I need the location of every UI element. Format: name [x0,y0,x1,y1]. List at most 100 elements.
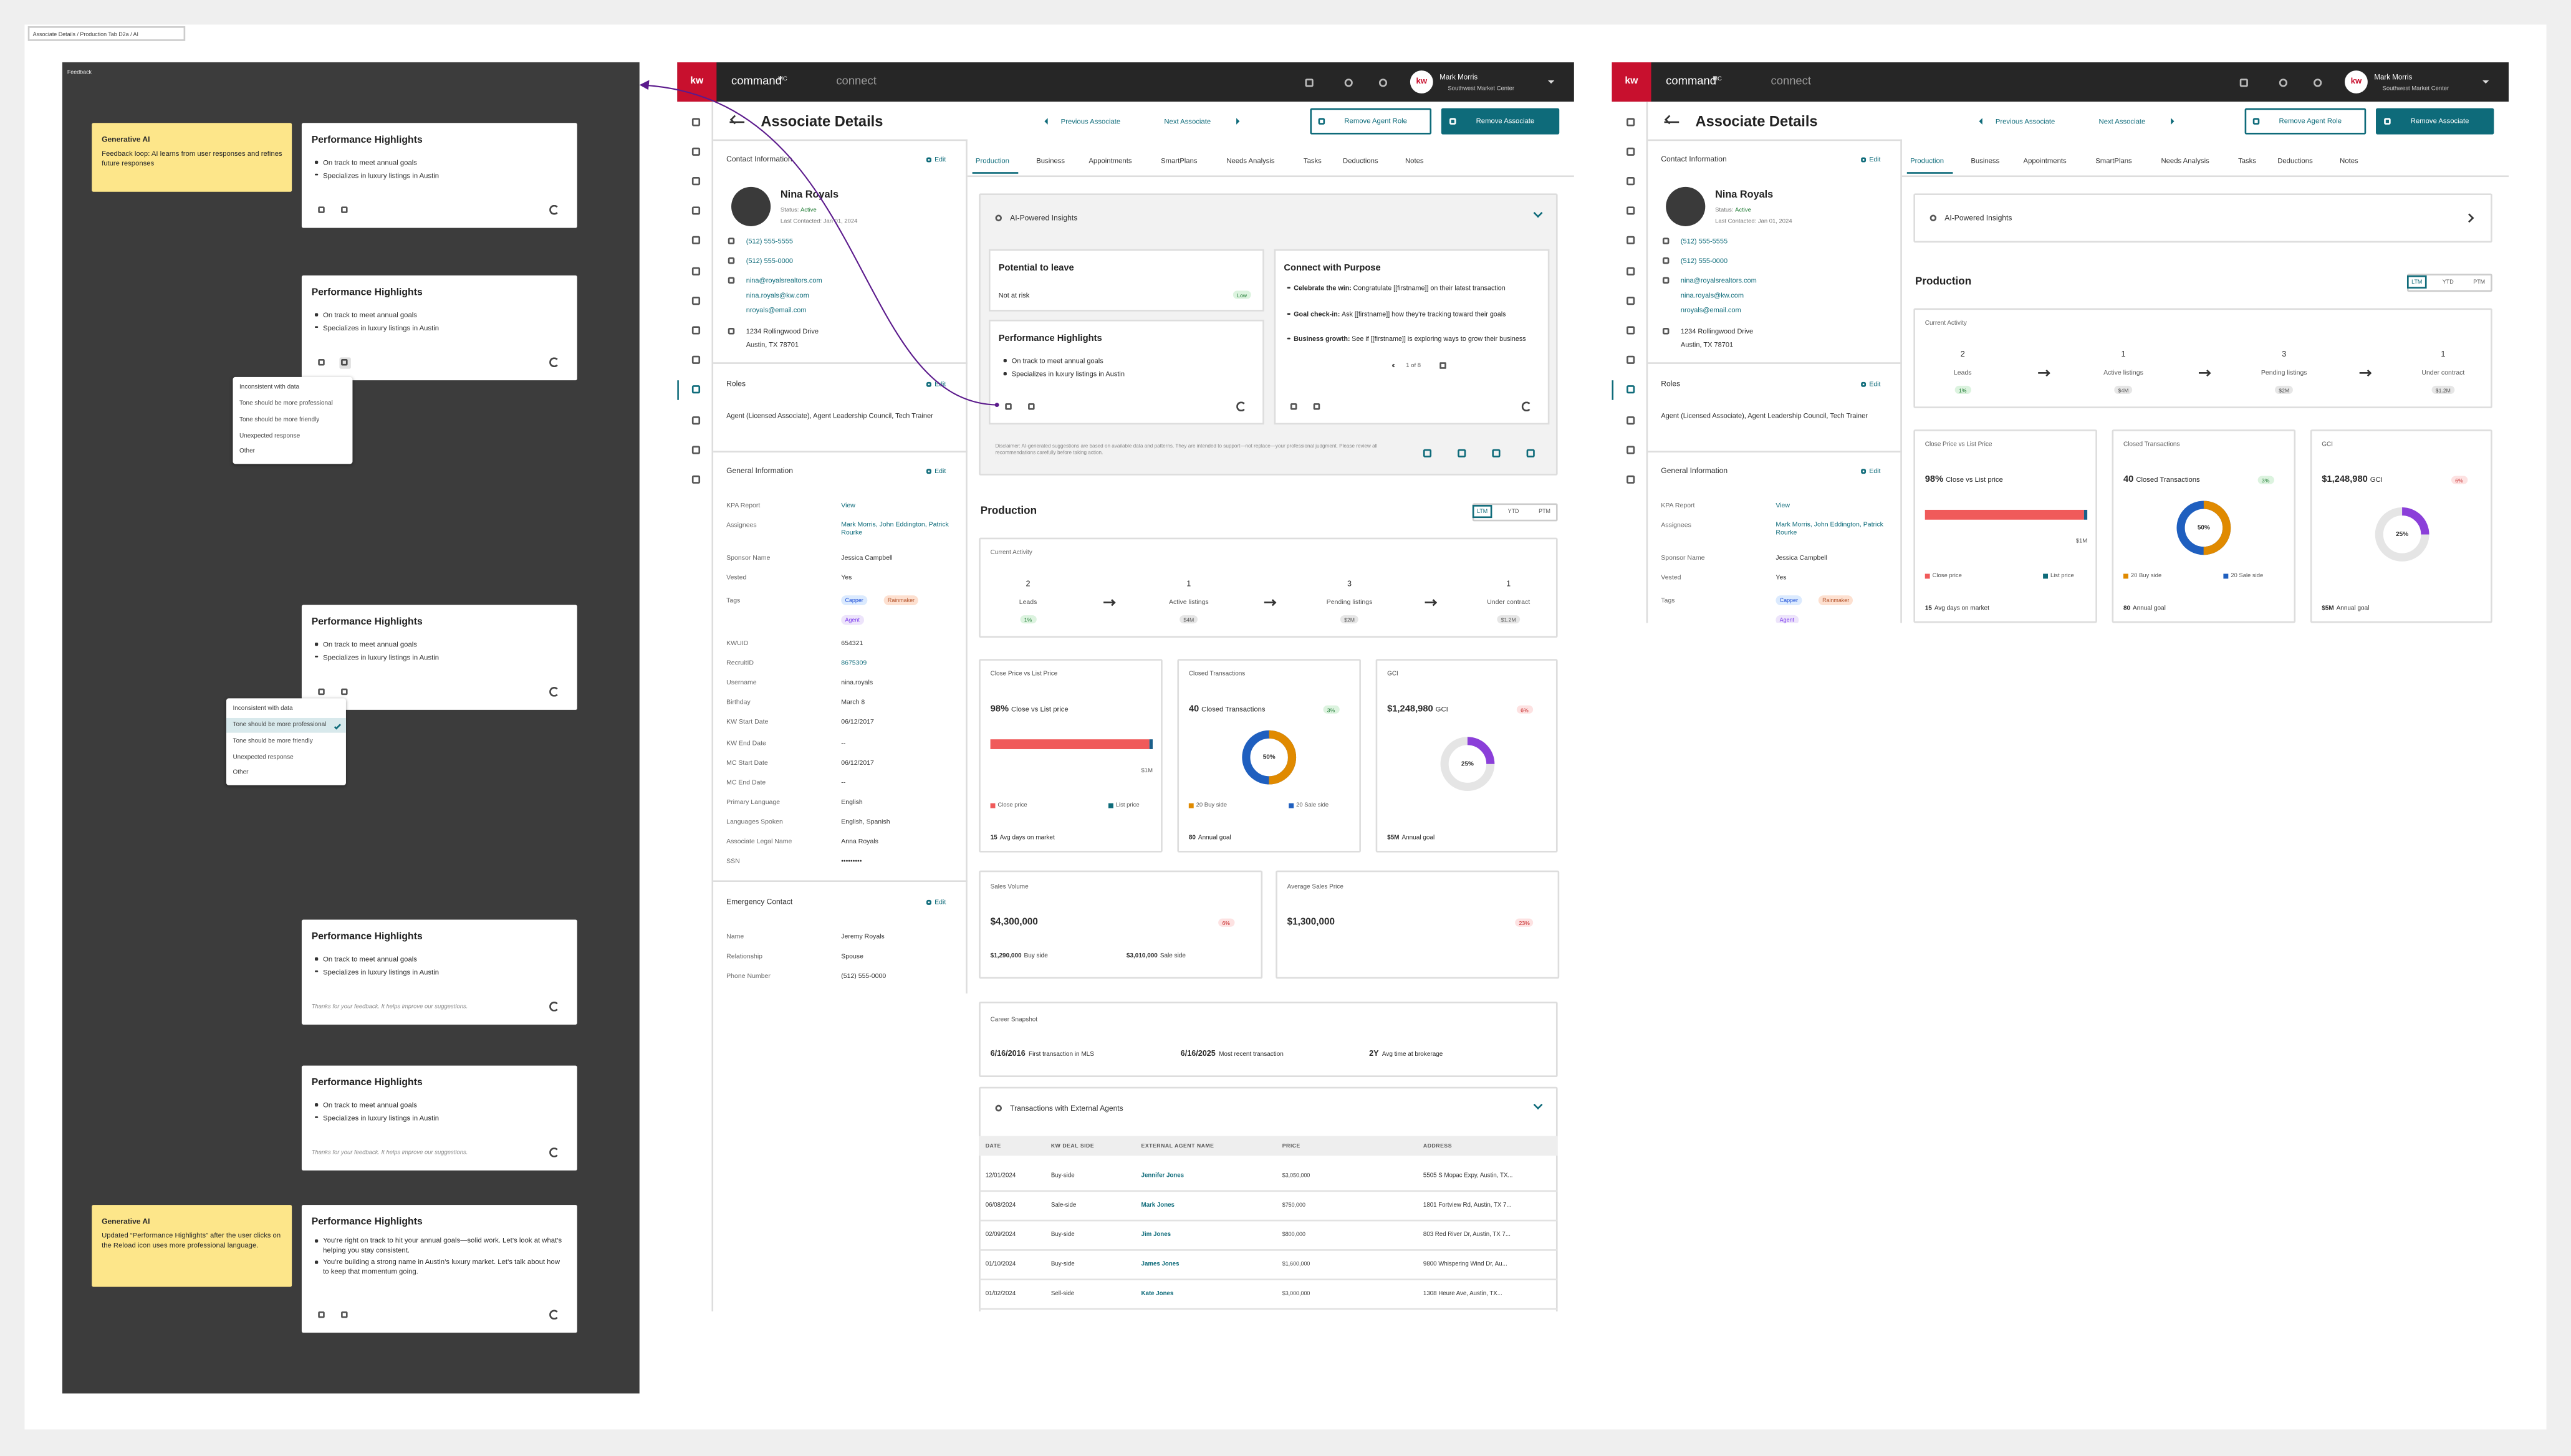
tab[interactable]: SmartPlans [1161,156,1198,165]
table-cell[interactable]: Mark Jones [1141,1201,1175,1209]
toolbar-icon[interactable] [2312,77,2321,87]
action-icon[interactable] [1491,448,1500,457]
edit-link[interactable]: Edit [1869,379,1881,388]
email[interactable]: nina.royals@kw.com [746,290,809,299]
reload-button[interactable] [1236,401,1246,412]
nav-icon[interactable] [691,296,699,305]
reload-button[interactable] [549,357,559,368]
menu-option[interactable]: Tone should be more friendly [233,737,313,744]
tab[interactable]: Tasks [2238,156,2256,165]
nav-icon[interactable] [691,146,699,156]
phone[interactable]: (512) 555-5555 [1680,237,1728,246]
thumbs-down-button[interactable] [341,359,348,365]
toolbar-icon[interactable] [2239,77,2247,87]
nav-icon[interactable] [1625,475,1634,484]
user-caret[interactable] [2482,80,2489,84]
edit-link[interactable]: Edit [1869,466,1881,475]
nav-icon[interactable] [1625,326,1634,335]
remove-role-button[interactable]: Remove Agent Role [2244,108,2367,135]
thumbs-up-button[interactable] [1290,403,1297,410]
email[interactable]: nina@royalsrealtors.com [746,276,822,285]
field-value[interactable]: View [841,501,855,509]
menu-option[interactable]: Inconsistent with data [233,705,293,712]
tab[interactable]: Notes [2340,156,2358,165]
thumbs-up-button[interactable] [318,689,325,695]
field-value[interactable]: Mark Morris, John Eddington, Patrick Rou… [841,519,949,537]
tab[interactable]: Business [1036,156,1065,165]
tab[interactable]: Deductions [2277,156,2313,165]
menu-option[interactable]: Other [233,769,249,776]
toolbar-icon[interactable] [2278,77,2287,87]
thumbs-down-button[interactable] [341,689,348,695]
menu-option[interactable]: Tone should be more friendly [239,416,320,423]
reload-button[interactable] [549,1147,559,1157]
action-icon[interactable] [1526,448,1534,457]
nav-icon[interactable] [1625,206,1634,215]
period-option[interactable]: YTD [1507,508,1519,515]
thumbs-up-button[interactable] [318,1311,325,1318]
email[interactable]: nina@royalsrealtors.com [1680,276,1757,285]
tab[interactable]: Appointments [2023,156,2067,165]
phone[interactable]: (512) 555-5555 [746,237,794,246]
table-cell[interactable]: James Jones [1141,1260,1180,1268]
nav-icon[interactable] [691,445,699,454]
thumbs-up-button[interactable] [318,359,325,365]
tab[interactable]: Notes [1405,156,1424,165]
field-value[interactable]: View [1776,501,1790,509]
nav-icon[interactable] [1625,385,1634,395]
table-cell[interactable]: Jim Jones [1141,1231,1171,1238]
remove-associate-button[interactable]: Remove Associate [1441,108,1560,135]
menu-option[interactable]: Inconsistent with data [239,384,300,391]
menu-option[interactable]: Other [239,448,255,455]
nav-icon[interactable] [691,117,699,126]
email[interactable]: nina.royals@kw.com [1680,290,1744,299]
nav-icon[interactable] [1625,355,1634,365]
menu-option[interactable]: Tone should be more professional [226,717,346,734]
tab[interactable]: Production [1910,156,1944,165]
reload-button[interactable] [549,204,559,215]
user-caret[interactable] [1547,80,1555,84]
nav-icon[interactable] [1625,236,1634,245]
toolbar-icon[interactable] [1304,77,1313,87]
next-link[interactable]: Next Associate [1164,117,1211,126]
tab[interactable]: Deductions [1343,156,1378,165]
reload-button[interactable] [549,1310,559,1320]
tab[interactable]: Needs Analysis [1226,156,1275,165]
nav-icon[interactable] [691,206,699,215]
table-cell[interactable]: Jennifer Jones [1141,1172,1185,1179]
prev-link[interactable]: Previous Associate [1995,117,2055,126]
next-link[interactable]: Next Associate [2098,117,2146,126]
toolbar-icon[interactable] [1343,77,1352,87]
tab[interactable]: Business [1971,156,2000,165]
nav-icon[interactable] [691,326,699,335]
tab[interactable]: Tasks [1303,156,1322,165]
nav-icon[interactable] [691,176,699,185]
period-option[interactable]: PTM [2473,279,2486,285]
menu-option[interactable]: Tone should be more professional [239,400,333,407]
action-icon[interactable] [1456,448,1465,457]
thumbs-down-button[interactable] [1314,403,1320,410]
back-arrow[interactable] [729,120,745,122]
email[interactable]: nroyals@email.com [1680,305,1741,314]
table-cell[interactable]: Kate Jones [1141,1290,1174,1297]
nav-icon[interactable] [691,236,699,245]
nav-icon[interactable] [691,415,699,424]
nav-icon[interactable] [1625,266,1634,275]
nav-icon[interactable] [1625,146,1634,156]
period-option[interactable]: LTM [1477,508,1488,515]
nav-icon[interactable] [691,355,699,365]
thumbs-down-button[interactable] [341,206,348,213]
reload-button[interactable] [1521,401,1532,412]
nav-icon[interactable] [1625,415,1634,424]
nav-icon[interactable] [691,266,699,275]
thumbs-up-button[interactable] [1005,403,1012,410]
menu-option[interactable]: Unexpected response [233,753,294,760]
phone[interactable]: (512) 555-0000 [1680,256,1728,265]
nav-icon[interactable] [1625,296,1634,305]
email[interactable]: nroyals@email.com [746,305,807,314]
tab[interactable]: Needs Analysis [2161,156,2209,165]
edit-link[interactable]: Edit [1869,155,1881,163]
phone[interactable]: (512) 555-0000 [746,256,794,265]
tab[interactable]: Appointments [1088,156,1132,165]
menu-option[interactable]: Unexpected response [239,432,300,439]
